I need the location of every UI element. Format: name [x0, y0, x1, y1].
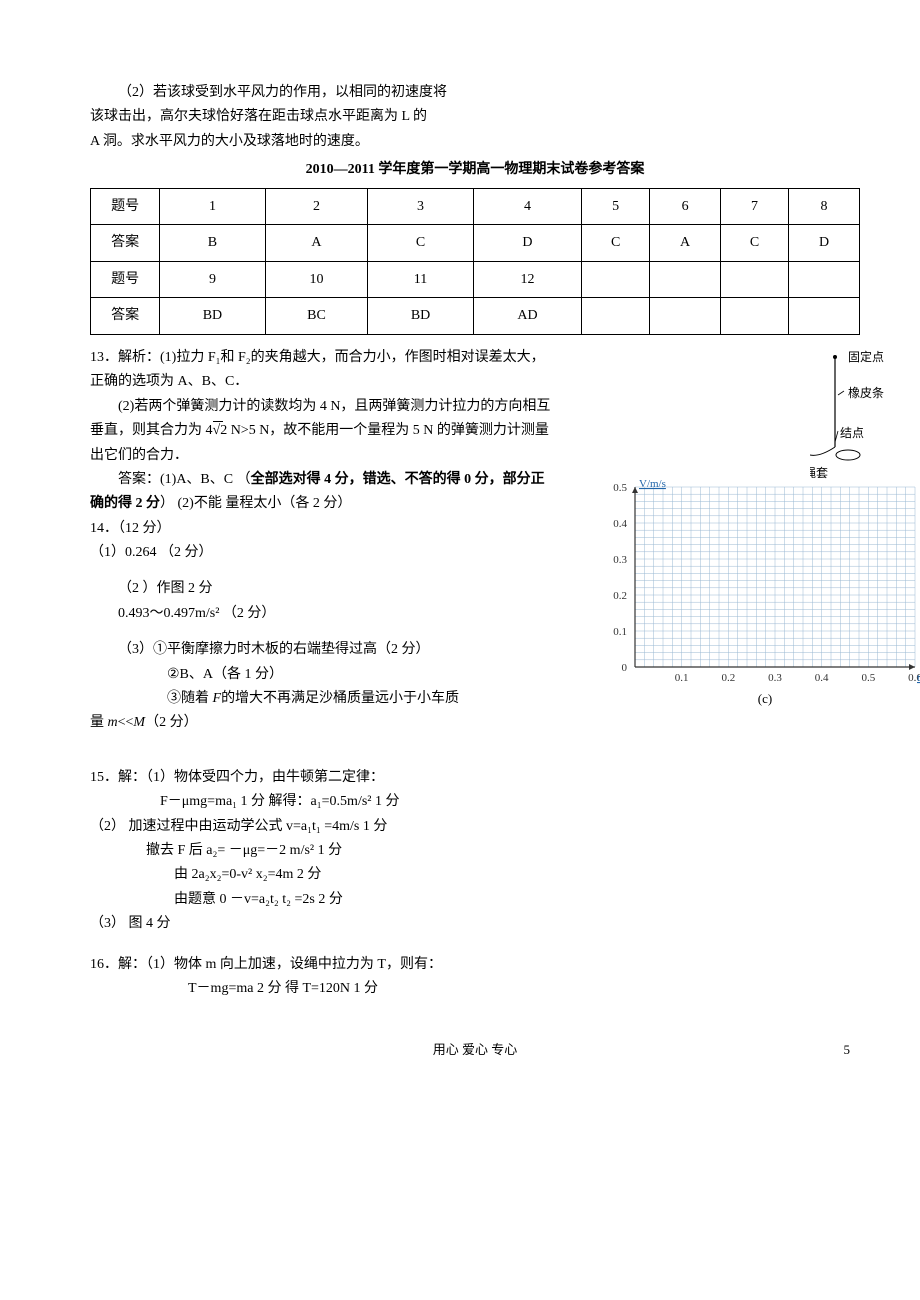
cell: 5 — [582, 188, 650, 225]
rubber-band-diagram: 固定点 橡皮条 结点 绳套 — [810, 347, 920, 487]
chart-caption: (c) — [595, 689, 920, 710]
cell: D — [789, 225, 860, 262]
cell: C — [582, 225, 650, 262]
cell: BD — [368, 298, 473, 335]
cell: 10 — [265, 261, 368, 298]
velocity-chart: 00.10.20.30.40.50.10.20.30.40.50.6V/m/st… — [595, 477, 920, 710]
page-footer: 用心 爱心 专心 5 — [90, 1040, 860, 1061]
cell: BC — [265, 298, 368, 335]
cell — [582, 298, 650, 335]
svg-text:0.1: 0.1 — [613, 626, 627, 638]
cell: B — [160, 225, 265, 262]
answer-key-title: 2010—2011 学年度第一学期高一物理期末试卷参考答案 — [90, 159, 860, 181]
answer-table: 题号 1 2 3 4 5 6 7 8 答案 B A C D C A C D 题号… — [90, 188, 860, 335]
q13-l2: 正确的选项为 A、B、C． — [90, 371, 860, 393]
cell: 6 — [650, 188, 721, 225]
cell — [721, 298, 789, 335]
q13-l1: 13．解析：(1)拉力 F₁和 F₂的夹角越大，而合力小，作图时相对误差太大， — [90, 347, 860, 369]
cell — [650, 261, 721, 298]
q13-l3: (2)若两个弹簧测力计的读数均为 4 N，且两弹簧测力计拉力的方向相互 — [90, 396, 860, 418]
svg-text:0.4: 0.4 — [815, 672, 829, 684]
footer-text: 用心 爱心 专心 — [433, 1042, 518, 1057]
cell — [789, 261, 860, 298]
q15-l6: 由题意 0 －v=a₂t₂ t₂ =2s 2 分 — [90, 889, 860, 911]
q16-l2: T－mg=ma 2 分 得 T=120N 1 分 — [90, 978, 860, 1000]
row-label: 题号 — [91, 188, 160, 225]
svg-text:0.3: 0.3 — [613, 554, 627, 566]
q15-l2: F－μmg=ma₁ 1 分 解得：a₁=0.5m/s² 1 分 — [90, 791, 860, 813]
svg-text:0.4: 0.4 — [613, 518, 627, 530]
cell: C — [721, 225, 789, 262]
cell: 1 — [160, 188, 265, 225]
cell: A — [650, 225, 721, 262]
cell: D — [473, 225, 581, 262]
cell — [721, 261, 789, 298]
svg-text:0.2: 0.2 — [721, 672, 735, 684]
cell — [789, 298, 860, 335]
q2-line3: A 洞。求水平风力的大小及球落地时的速度。 — [90, 131, 860, 153]
row-label: 题号 — [91, 261, 160, 298]
label-fixed: 固定点 — [848, 349, 884, 364]
middle-content: 固定点 橡皮条 结点 绳套 00.10.20.30.40.50.10.20.30… — [90, 347, 860, 1000]
row-label: 答案 — [91, 225, 160, 262]
cell: 12 — [473, 261, 581, 298]
svg-text:V/m/s: V/m/s — [639, 478, 666, 490]
svg-text:0.3: 0.3 — [768, 672, 782, 684]
cell: 7 — [721, 188, 789, 225]
q13-l4: 垂直，则其合力为 4√2 N>5 N，故不能用一个量程为 5 N 的弹簧测力计测… — [90, 420, 860, 442]
q16-l1: 16．解：（1）物体 m 向上加速，设绳中拉力为 T，则有： — [90, 954, 860, 976]
label-rubber: 橡皮条 — [848, 386, 884, 400]
q15-l4: 撤去 F 后 a₂= －μg=－2 m/s² 1 分 — [90, 840, 860, 862]
q15-l5: 由 2a₂x₂=0-v² x₂=4m 2 分 — [90, 864, 860, 886]
row-label: 答案 — [91, 298, 160, 335]
q2-line1: （2）若该球受到水平风力的作用，以相同的初速度将 — [90, 82, 860, 104]
cell: AD — [473, 298, 581, 335]
q15-l7: （3） 图 4 分 — [90, 913, 860, 935]
svg-text:0.5: 0.5 — [613, 482, 627, 494]
cell: 11 — [368, 261, 473, 298]
cell: C — [368, 225, 473, 262]
cell: A — [265, 225, 368, 262]
q15-l1: 15．解：（1）物体受四个力，由牛顿第二定律： — [90, 767, 860, 789]
svg-text:0.5: 0.5 — [861, 672, 875, 684]
q13-l5: 出它们的合力． — [90, 445, 860, 467]
cell: 8 — [789, 188, 860, 225]
svg-text:0.2: 0.2 — [613, 590, 627, 602]
svg-text:0.1: 0.1 — [675, 672, 689, 684]
cell: 2 — [265, 188, 368, 225]
cell: BD — [160, 298, 265, 335]
cell — [582, 261, 650, 298]
cell — [650, 298, 721, 335]
cell: 9 — [160, 261, 265, 298]
label-knot: 结点 — [840, 426, 864, 440]
question-2-text: （2）若该球受到水平风力的作用，以相同的初速度将 该球击出，高尔夫球恰好落在距击… — [90, 82, 860, 153]
q14-l8: 量 m<<M（2 分） — [90, 712, 860, 734]
q15-l3: （2） 加速过程中由运动学公式 v=a₁t₁ =4m/s 1 分 — [90, 816, 860, 838]
q2-line2: 该球击出，高尔夫球恰好落在距击球点水平距离为 L 的 — [90, 106, 860, 128]
cell: 4 — [473, 188, 581, 225]
cell: 3 — [368, 188, 473, 225]
page-number: 5 — [844, 1040, 851, 1061]
svg-text:0: 0 — [622, 662, 628, 674]
